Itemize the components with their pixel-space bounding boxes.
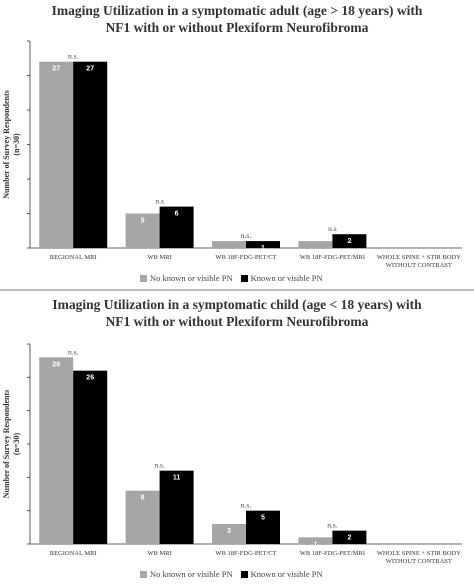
bar-value-label: 2 [347,238,351,245]
child-bar-chart: Number of Survey Respondents (n=30)2826n.… [2,343,462,565]
legend-label: Known or visible PN [250,273,323,283]
significance-annotation: n.s. [68,347,79,356]
significance-annotation: n.s [328,224,337,233]
x-axis-category-label: WB MRI [147,550,171,557]
y-axis-label: Number of Survey Respondents [2,90,11,199]
x-axis-category-label: WB 18F-FDG-PET/MRI [300,550,365,557]
chart-legend: No known or visible PN Known or visible … [140,271,331,285]
significance-annotation: n.s. [241,231,252,240]
legend-swatch-black [240,570,248,578]
adult-bar-chart: Number of Survey Respondents (n=30) 27 27 n.… [2,40,462,268]
chart-legend: No known or visible PN Known or visible … [140,567,331,581]
bar-value-label: 27 [52,66,60,73]
x-axis-category-label: WB 18F-FDG-PET/CT [215,550,276,557]
significance-annotation: n.s. [154,461,165,470]
bar-value-label: 1 [313,541,317,548]
y-axis-label: (n=30) [12,433,21,456]
legend-item-no-pn: No known or visible PN [140,273,233,283]
bar [73,370,108,544]
x-axis-category-label: WB MRI [147,254,171,261]
bar-value-label: 26 [86,375,94,382]
bar [39,61,74,249]
bar [246,510,280,544]
legend-label: Known or visible PN [250,569,323,579]
significance-annotation: n.s. [68,52,79,61]
bar-value-label: 1 [261,245,265,252]
chart-title: Imaging Utilization in a symptomatic chi… [10,296,464,330]
bar-value-label: 5 [261,515,265,522]
legend-swatch-gray [140,274,147,282]
chart-title-line: Imaging Utilization in a symptomatic adu… [51,3,423,18]
panel-divider [0,289,474,291]
bar-value-label: 11 [173,475,181,482]
bar [39,357,74,544]
bar [332,234,367,248]
significance-annotation: n.s. [241,501,252,510]
bar [212,524,246,544]
bar-value-label: 8 [141,495,145,502]
chart-title-line: NF1 with or without Plexiform Neurofibro… [105,20,369,35]
bar-value-label: 6 [175,211,179,218]
bar-value-label: 2 [347,535,351,542]
legend-swatch-black [240,274,248,282]
x-axis-category-label: REGIONAL MRI [50,254,97,261]
bar [246,241,280,248]
bar-value-label: 5 [141,218,145,225]
chart-title-line: Imaging Utilization in a symptomatic chi… [52,297,422,312]
bar [298,241,333,248]
y-axis-label: Number of Survey Respondents [2,390,11,499]
bar-value-label: 3 [227,528,231,535]
bar [332,530,367,544]
x-axis-category-label: WB 18F-FDG-PET/MRI [300,254,365,261]
child-chart-panel: Imaging Utilization in a symptomatic chi… [0,292,474,585]
bar [125,213,160,248]
chart-title: Imaging Utilization in a symptomatic adu… [10,2,464,36]
legend-label: No known or visible PN [150,273,233,283]
legend-item-no-pn: No known or visible PN [140,569,233,579]
bar-value-label: 27 [86,66,94,73]
bar-value-label: 28 [52,361,60,368]
x-axis-category-label: WB 18F-FDG-PET/CT [215,254,276,261]
x-axis-category-label: WITHOUT CONTRAST [386,262,452,268]
bar [159,470,194,544]
bar [159,206,194,248]
significance-annotation: n.s. [327,521,338,530]
x-axis-category-label: WHOLE SPINE + STIR BODY [377,550,461,557]
chart-title-line: NF1 with or without Plexiform Neurofibro… [105,314,369,329]
significance-annotation: n.s [155,197,164,206]
y-axis-label: (n=30) [12,133,21,156]
bar [125,490,160,544]
legend-item-pn: Known or visible PN [240,273,323,283]
bar [212,241,246,248]
bar [298,537,333,544]
legend-swatch-gray [140,570,147,578]
x-axis-category-label: REGIONAL MRI [50,550,97,557]
x-axis-category-label: WITHOUT CONTRAST [386,558,452,565]
legend-item-pn: Known or visible PN [240,569,323,579]
adult-chart-panel: Imaging Utilization in a symptomatic adu… [0,0,474,290]
bar [73,61,108,249]
legend-label: No known or visible PN [150,569,233,579]
x-axis-category-label: WHOLE SPINE + STIR BODY [377,254,461,261]
